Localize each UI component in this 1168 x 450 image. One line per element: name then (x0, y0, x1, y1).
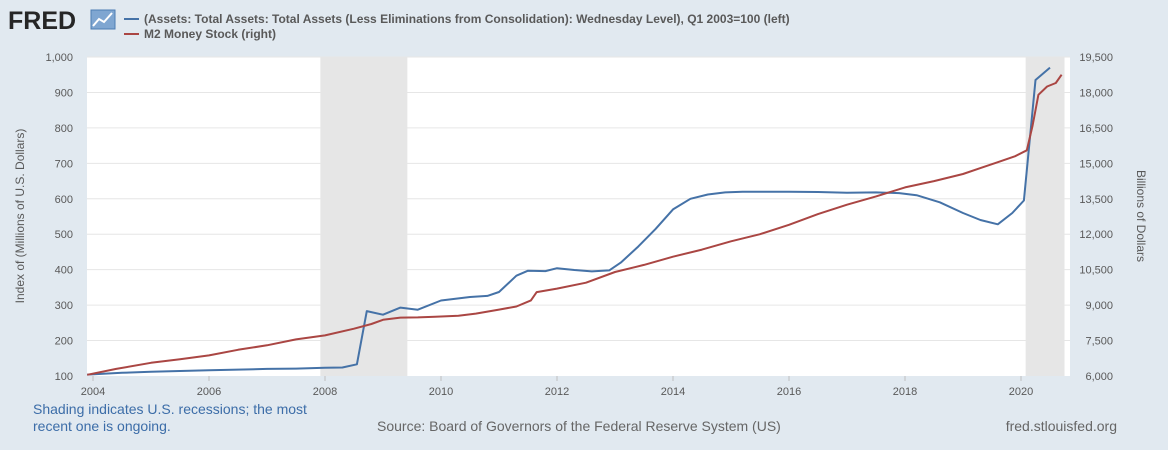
chart-svg: FRED (Assets: Total Assets: Total Assets… (8, 7, 1148, 398)
y-tick-right-label: 10,500 (1079, 265, 1113, 277)
series-line-total-assets (87, 66, 1051, 376)
y-tick-right-label: 12,000 (1079, 229, 1113, 241)
x-tick-label: 2016 (777, 386, 801, 398)
x-tick-label: 2012 (545, 386, 569, 398)
legend: (Assets: Total Assets: Total Assets (Les… (124, 12, 790, 41)
plot-area (87, 57, 1070, 376)
y-tick-left-label: 200 (55, 336, 73, 348)
x-tick-label: 2008 (313, 386, 337, 398)
y-axis-right-title: Billions of Dollars (1134, 170, 1148, 262)
y-axis-left-title: Index of (Millions of U.S. Dollars) (13, 129, 27, 304)
y-tick-left-label: 400 (55, 265, 73, 277)
y-tick-left-label: 100 (55, 371, 73, 383)
series-line-m2 (87, 74, 1063, 376)
y-tick-left-label: 300 (55, 300, 73, 312)
x-tick-label: 2020 (1009, 386, 1033, 398)
x-tick-label: 2010 (429, 386, 453, 398)
source-text: Source: Board of Governors of the Federa… (377, 418, 781, 434)
y-tick-right-label: 15,000 (1079, 158, 1113, 170)
y-tick-left-label: 500 (55, 229, 73, 241)
y-tick-right-label: 6,000 (1085, 371, 1113, 383)
y-tick-right-label: 18,000 (1079, 87, 1113, 99)
legend-label-total-assets: (Assets: Total Assets: Total Assets (Les… (144, 12, 790, 26)
y-tick-right-label: 13,500 (1079, 194, 1113, 206)
y-tick-left-label: 600 (55, 194, 73, 206)
x-tick-label: 2018 (893, 386, 917, 398)
x-tick-label: 2014 (661, 386, 685, 398)
recession-note: Shading indicates U.S. recessions; the m… (33, 401, 307, 434)
y-tick-left-label: 1,000 (45, 52, 73, 64)
y-tick-right-label: 19,500 (1079, 52, 1113, 64)
y-tick-left-label: 800 (55, 123, 73, 135)
fred-logo-text: FRED (8, 7, 76, 35)
y-tick-right-label: 7,500 (1085, 336, 1113, 348)
recession-band (1025, 57, 1065, 376)
y-tick-right-label: 9,000 (1085, 300, 1113, 312)
y-tick-left-label: 700 (55, 158, 73, 170)
legend-label-m2: M2 Money Stock (right) (144, 27, 276, 41)
y-tick-right-label: 16,500 (1079, 123, 1113, 135)
site-link[interactable]: fred.stlouisfed.org (1005, 418, 1117, 434)
line-chart-icon (90, 9, 116, 30)
x-tick-label: 2004 (81, 386, 105, 398)
y-tick-left-label: 900 (55, 87, 73, 99)
x-tick-label: 2006 (197, 386, 221, 398)
